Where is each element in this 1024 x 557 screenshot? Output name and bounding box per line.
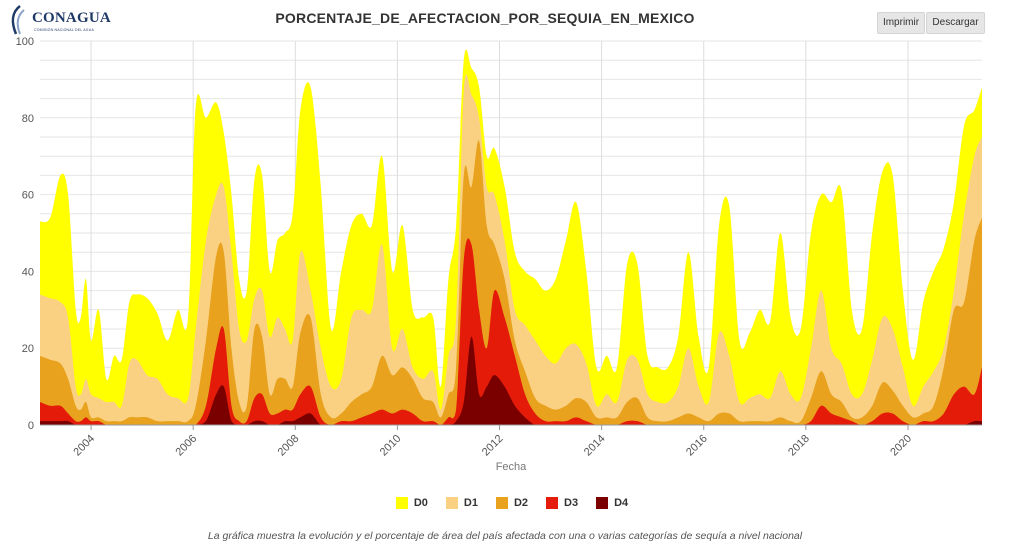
area-d3 [40,238,982,425]
legend-label: D4 [614,497,629,509]
chart-title: PORCENTAJE_DE_AFECTACION_POR_SEQUIA_EN_M… [275,10,695,26]
x-tick-label: 2010 [378,433,404,459]
y-tick-label: 40 [22,266,34,278]
x-tick-label: 2016 [684,433,710,459]
download-button[interactable]: Descargar [926,12,985,34]
x-tick-label: 2014 [582,433,608,459]
legend-swatch [596,497,609,509]
y-tick-label: 100 [16,36,34,48]
area-d4 [40,336,982,425]
legend-item-d0[interactable]: D0 [395,497,428,509]
x-axis-label: Fecha [496,461,527,473]
legend-label: D1 [463,497,478,509]
legend-swatch [445,497,458,509]
x-tick-label: 2020 [888,433,914,459]
legend-item-d2[interactable]: D2 [495,497,529,509]
y-tick-label: 20 [22,343,34,355]
legend: D0 D1 D2 D3 D4 [0,497,1024,509]
legend-label: D3 [564,497,579,509]
area-series [40,49,982,426]
x-tick-label: 2006 [173,433,199,459]
legend-item-d4[interactable]: D4 [596,497,628,509]
legend-label: D2 [513,497,529,509]
legend-item-d3[interactable]: D3 [546,497,578,509]
y-tick-label: 80 [22,113,34,125]
drought-area-chart: 0 20 40 60 80 100 2004 2006 2008 2010 2012 2014 2016… [16,36,982,473]
print-button[interactable]: Imprimir [877,12,925,34]
y-tick-label: 60 [22,190,34,202]
legend-swatch [395,497,408,509]
x-tick-label: 2004 [71,433,97,459]
legend-item-d1[interactable]: D1 [445,497,478,509]
y-tick-label: 0 [28,420,34,432]
conagua-logo: CONAGUA COMISIÓN NACIONAL DEL AGUA [8,4,118,38]
legend-swatch [495,497,508,509]
chart-caption: La gráfica muestra la evolución y el por… [207,530,803,542]
logo-text: CONAGUA [32,10,111,26]
x-tick-label: 2012 [480,433,506,459]
legend-label: D0 [413,497,428,509]
x-tick-label: 2008 [276,433,302,459]
logo-subtext: COMISIÓN NACIONAL DEL AGUA [34,28,94,32]
conagua-emblem-icon [11,5,25,35]
area-d1 [40,74,982,426]
x-tick-label: 2018 [786,433,812,459]
legend-swatch [546,497,559,509]
